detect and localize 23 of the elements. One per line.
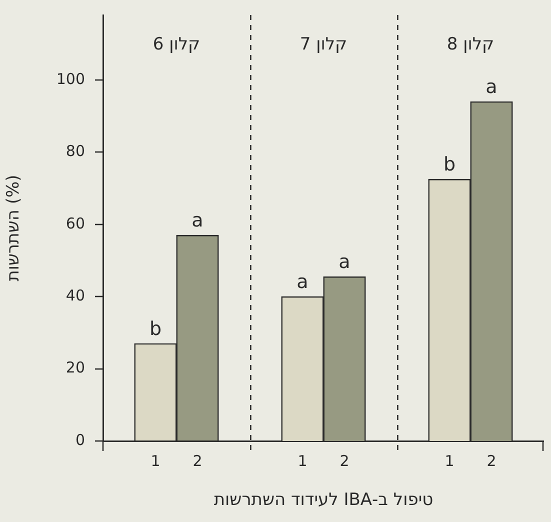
x-tick-label: 1: [444, 452, 454, 470]
x-tick-label: 1: [298, 452, 308, 470]
y-tick-label: 100: [56, 70, 85, 88]
data-label: b: [443, 154, 456, 176]
y-tick-label: 0: [75, 430, 85, 449]
text: קלון 6: [152, 34, 200, 54]
data-label: b: [149, 318, 162, 340]
x-tick-label: 2: [340, 452, 350, 470]
y-axis-title: השתרשות (%): [4, 174, 24, 282]
data-label: a: [338, 251, 350, 274]
text: קלון 7: [300, 34, 348, 54]
data-label: a: [296, 271, 308, 294]
y-tick-label: 20: [66, 358, 85, 377]
y-tick-label: 40: [66, 286, 85, 304]
y-tick-label: 60: [66, 214, 85, 232]
x-tick-label: 2: [486, 452, 496, 470]
data-label: a: [192, 210, 204, 232]
x-tick-label: 1: [150, 452, 160, 470]
x-axis-title: טיפול ב-IBA לעידוד השתרשות: [214, 490, 434, 510]
y-tick-label: 80: [66, 142, 85, 160]
text: קלון 8: [446, 34, 494, 54]
x-tick-label: 2: [192, 452, 202, 470]
data-label: a: [486, 76, 498, 98]
